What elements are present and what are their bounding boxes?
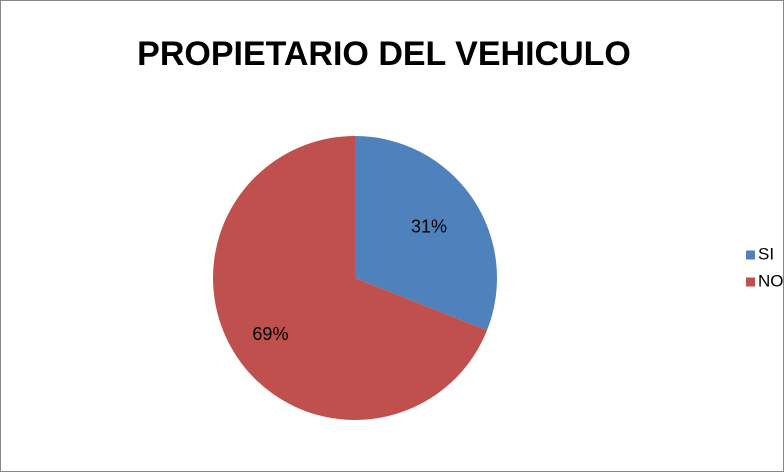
legend-label: SI — [758, 244, 774, 263]
pie-slice — [212, 136, 488, 420]
pie-slice — [355, 136, 497, 331]
data-label: 69% — [252, 324, 288, 344]
data-label: 31% — [411, 216, 447, 236]
chart-title: PROPIETARIO DEL VEHICULO — [137, 35, 631, 73]
legend-swatch — [746, 250, 755, 260]
legend-label: NO — [758, 271, 784, 290]
legend-swatch — [746, 277, 755, 287]
